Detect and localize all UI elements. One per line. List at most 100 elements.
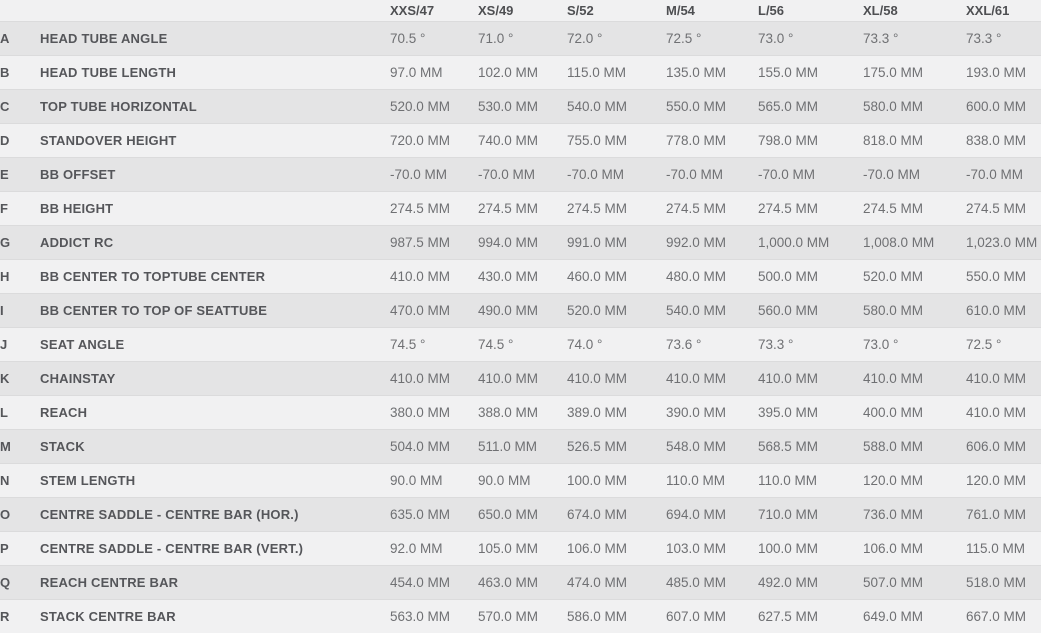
- column-header: L/56: [758, 0, 863, 22]
- row-label: BB HEIGHT: [40, 192, 390, 226]
- cell-value: 97.0 MM: [390, 56, 478, 90]
- cell-value: 818.0 MM: [863, 124, 966, 158]
- cell-value: 610.0 MM: [966, 294, 1041, 328]
- column-header: S/52: [567, 0, 666, 22]
- row-label: HEAD TUBE LENGTH: [40, 56, 390, 90]
- corner-spacer: [40, 0, 390, 22]
- cell-value: 994.0 MM: [478, 226, 567, 260]
- row-label: REACH: [40, 396, 390, 430]
- cell-value: 90.0 MM: [390, 464, 478, 498]
- column-header: XXL/61: [966, 0, 1041, 22]
- cell-value: 73.0 °: [863, 328, 966, 362]
- cell-value: 540.0 MM: [567, 90, 666, 124]
- cell-value: 410.0 MM: [478, 362, 567, 396]
- cell-value: 390.0 MM: [666, 396, 758, 430]
- column-header: XL/58: [863, 0, 966, 22]
- cell-value: 540.0 MM: [666, 294, 758, 328]
- cell-value: 73.3 °: [758, 328, 863, 362]
- cell-value: 991.0 MM: [567, 226, 666, 260]
- cell-value: 550.0 MM: [966, 260, 1041, 294]
- row-letter: E: [0, 158, 40, 192]
- cell-value: 274.5 MM: [966, 192, 1041, 226]
- cell-value: 120.0 MM: [966, 464, 1041, 498]
- cell-value: 490.0 MM: [478, 294, 567, 328]
- cell-value: 463.0 MM: [478, 566, 567, 600]
- cell-value: 570.0 MM: [478, 600, 567, 633]
- row-label: BB CENTER TO TOPTUBE CENTER: [40, 260, 390, 294]
- row-letter: C: [0, 90, 40, 124]
- row-label: TOP TUBE HORIZONTAL: [40, 90, 390, 124]
- cell-value: 274.5 MM: [478, 192, 567, 226]
- cell-value: 607.0 MM: [666, 600, 758, 633]
- row-label: REACH CENTRE BAR: [40, 566, 390, 600]
- corner-spacer: [0, 0, 40, 22]
- cell-value: 274.5 MM: [863, 192, 966, 226]
- cell-value: -70.0 MM: [567, 158, 666, 192]
- cell-value: 492.0 MM: [758, 566, 863, 600]
- cell-value: 73.3 °: [966, 22, 1041, 56]
- cell-value: 485.0 MM: [666, 566, 758, 600]
- cell-value: 606.0 MM: [966, 430, 1041, 464]
- row-letter: F: [0, 192, 40, 226]
- cell-value: 586.0 MM: [567, 600, 666, 633]
- cell-value: 410.0 MM: [758, 362, 863, 396]
- cell-value: 694.0 MM: [666, 498, 758, 532]
- cell-value: 1,023.0 MM: [966, 226, 1041, 260]
- cell-value: 135.0 MM: [666, 56, 758, 90]
- cell-value: 388.0 MM: [478, 396, 567, 430]
- cell-value: 580.0 MM: [863, 90, 966, 124]
- cell-value: 480.0 MM: [666, 260, 758, 294]
- row-label: STACK: [40, 430, 390, 464]
- cell-value: 73.0 °: [758, 22, 863, 56]
- cell-value: 504.0 MM: [390, 430, 478, 464]
- row-label: ADDICT RC: [40, 226, 390, 260]
- cell-value: 71.0 °: [478, 22, 567, 56]
- row-letter: J: [0, 328, 40, 362]
- cell-value: 106.0 MM: [863, 532, 966, 566]
- cell-value: 274.5 MM: [390, 192, 478, 226]
- cell-value: 92.0 MM: [390, 532, 478, 566]
- cell-value: 70.5 °: [390, 22, 478, 56]
- cell-value: 649.0 MM: [863, 600, 966, 633]
- row-letter: I: [0, 294, 40, 328]
- cell-value: 674.0 MM: [567, 498, 666, 532]
- cell-value: 520.0 MM: [567, 294, 666, 328]
- cell-value: 155.0 MM: [758, 56, 863, 90]
- cell-value: 410.0 MM: [390, 260, 478, 294]
- cell-value: 530.0 MM: [478, 90, 567, 124]
- cell-value: 520.0 MM: [863, 260, 966, 294]
- cell-value: 720.0 MM: [390, 124, 478, 158]
- cell-value: 115.0 MM: [567, 56, 666, 90]
- cell-value: -70.0 MM: [478, 158, 567, 192]
- cell-value: 987.5 MM: [390, 226, 478, 260]
- row-letter: O: [0, 498, 40, 532]
- row-label: SEAT ANGLE: [40, 328, 390, 362]
- cell-value: 460.0 MM: [567, 260, 666, 294]
- cell-value: 105.0 MM: [478, 532, 567, 566]
- cell-value: 274.5 MM: [758, 192, 863, 226]
- cell-value: -70.0 MM: [666, 158, 758, 192]
- cell-value: 72.5 °: [966, 328, 1041, 362]
- cell-value: 73.3 °: [863, 22, 966, 56]
- row-label: BB CENTER TO TOP OF SEATTUBE: [40, 294, 390, 328]
- cell-value: 627.5 MM: [758, 600, 863, 633]
- cell-value: 736.0 MM: [863, 498, 966, 532]
- cell-value: 520.0 MM: [390, 90, 478, 124]
- cell-value: 400.0 MM: [863, 396, 966, 430]
- cell-value: 518.0 MM: [966, 566, 1041, 600]
- cell-value: -70.0 MM: [863, 158, 966, 192]
- cell-value: 274.5 MM: [567, 192, 666, 226]
- row-label: STACK CENTRE BAR: [40, 600, 390, 633]
- row-letter: L: [0, 396, 40, 430]
- row-letter: Q: [0, 566, 40, 600]
- cell-value: -70.0 MM: [758, 158, 863, 192]
